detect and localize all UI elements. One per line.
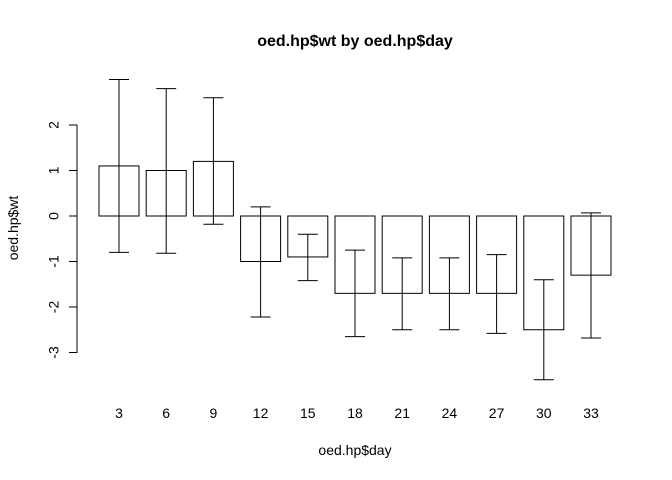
y-tick-label: -1	[46, 255, 62, 268]
x-tick-label: 6	[162, 405, 170, 421]
x-tick-label: 21	[394, 405, 410, 421]
x-tick-label: 9	[210, 405, 218, 421]
y-tick-label: -2	[46, 301, 62, 314]
x-tick-label: 30	[536, 405, 552, 421]
x-tick-label: 24	[442, 405, 458, 421]
y-tick-label: 2	[46, 121, 62, 129]
x-tick-label: 3	[115, 405, 123, 421]
x-tick-label: 33	[583, 405, 599, 421]
y-tick-label: 1	[46, 166, 62, 174]
x-tick-label: 27	[489, 405, 505, 421]
chart-title: oed.hp$wt by oed.hp$day	[257, 33, 453, 50]
x-axis-label: oed.hp$day	[318, 442, 391, 458]
x-tick-labels: 3 6 9 12 15 18 21 24 27 30 33	[115, 405, 599, 421]
y-axis-label: oed.hp$wt	[5, 196, 21, 261]
x-tick-label: 12	[253, 405, 269, 421]
x-tick-label: 15	[300, 405, 316, 421]
y-tick-label: 0	[46, 212, 62, 220]
y-tick-label: -3	[46, 346, 62, 359]
x-tick-label: 18	[347, 405, 363, 421]
y-axis: 2 1 0 -1 -2 -3	[46, 121, 78, 359]
error-bars-group	[109, 79, 601, 381]
